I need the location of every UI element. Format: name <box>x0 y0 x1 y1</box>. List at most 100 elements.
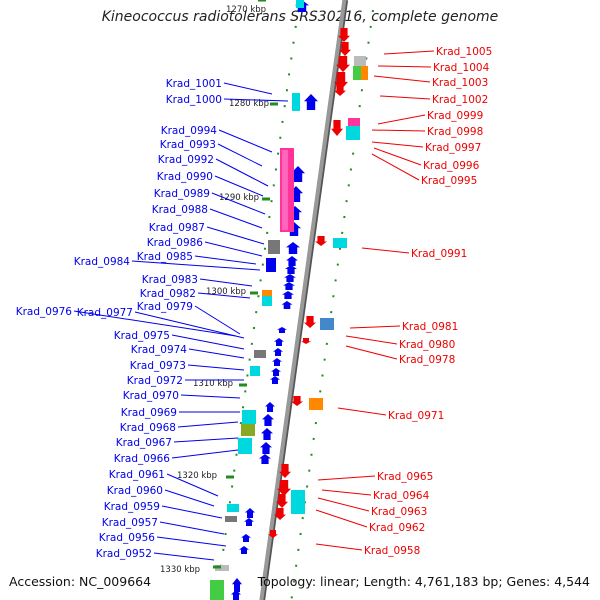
highlight-gene-box <box>227 504 239 512</box>
highlight-gene-box <box>291 490 305 514</box>
label-leader-line <box>161 505 223 519</box>
gene-label: Krad_0969 <box>121 407 177 419</box>
reverse-gene-arrow <box>276 494 288 508</box>
highlight-gene-box <box>225 516 237 522</box>
gene-label: Krad_0957 <box>102 517 158 529</box>
gene-label: Krad_0976 <box>16 306 73 318</box>
gene-label: Krad_0974 <box>131 344 188 356</box>
page-title: Kineococcus radiotolerans SRS30216, comp… <box>101 9 499 25</box>
kbp-tick-label: 1280 kbp <box>229 99 269 109</box>
gene-label: Krad_1002 <box>432 94 488 106</box>
kbp-tick-label: 1300 kbp <box>206 287 246 297</box>
label-leader-line <box>173 437 239 443</box>
forward-gene-arrow <box>262 414 274 426</box>
reverse-gene-arrow <box>336 56 350 72</box>
highlight-gene-box <box>250 366 260 376</box>
reverse-gene-arrow <box>279 464 291 478</box>
gene-label: Krad_0983 <box>142 274 198 286</box>
kbp-tick-label: 1290 kbp <box>219 193 259 203</box>
gene-label: Krad_0979 <box>137 301 193 313</box>
label-leader-line <box>371 153 420 181</box>
label-leader-line <box>215 158 269 187</box>
gene-label: Krad_0987 <box>149 222 205 234</box>
kbp-tick-label: 1270 kbp <box>226 5 266 15</box>
genome-summary: Topology: linear; Length: 4,761,183 bp; … <box>257 574 590 589</box>
label-leader-line <box>377 65 432 68</box>
forward-gene-arrow <box>283 282 295 290</box>
label-leader-line <box>180 394 241 399</box>
gene-label: Krad_0960 <box>107 485 163 497</box>
reverse-gene-arrow <box>315 236 327 246</box>
gene-label: Krad_0978 <box>399 354 455 366</box>
label-leader-line <box>373 147 422 166</box>
forward-gene-arrow <box>261 428 273 440</box>
kbp-ticks: 1270 kbp 1280 kbp 1290 kbp 1300 kbp 1310 kbp… <box>160 0 278 575</box>
kbp-tick-label: 1330 kbp <box>160 565 200 575</box>
gene-label: Krad_0975 <box>114 330 170 342</box>
label-leader-line <box>223 82 273 95</box>
gene-label: Krad_0970 <box>123 390 179 402</box>
forward-gene-arrow <box>304 94 318 110</box>
label-leader-line <box>315 509 368 528</box>
gene-label: Krad_0963 <box>371 506 427 518</box>
gene-label: Krad_0998 <box>427 126 483 138</box>
highlight-gene-box <box>353 66 361 80</box>
highlight-gene-box <box>320 318 334 330</box>
reverse-gene-arrow <box>339 42 351 56</box>
gene-labels: Krad_1001 Krad_1000 Krad_0994 Krad_0993 Krad… <box>16 46 493 560</box>
gene-label: Krad_0984 <box>74 256 131 268</box>
gene-label: Krad_1000 <box>166 94 222 106</box>
reverse-gene-arrow <box>338 28 350 42</box>
genome-axis <box>259 0 349 600</box>
reverse-gene-arrow <box>291 396 303 406</box>
forward-gene-arrow <box>259 454 271 464</box>
highlight-gene-box <box>238 438 252 454</box>
label-leader-line <box>317 497 370 512</box>
label-leader-line <box>194 255 257 265</box>
reverse-gene-arrow <box>304 316 316 328</box>
label-leader-line <box>187 364 245 371</box>
highlight-gene-box <box>266 258 276 272</box>
reverse-gene-arrow <box>301 338 311 344</box>
label-leader-line <box>361 247 410 254</box>
gene-label: Krad_1004 <box>433 62 490 74</box>
highlight-gene-box <box>292 93 300 111</box>
gene-label: Krad_1001 <box>166 78 222 90</box>
highlight-gene-box <box>354 56 366 66</box>
label-leader-line <box>171 334 245 350</box>
gene-label: Krad_0986 <box>147 237 204 249</box>
label-leader-line <box>131 260 261 271</box>
forward-gene-arrow <box>244 518 254 526</box>
label-leader-line <box>211 192 266 215</box>
label-leader-line <box>166 473 219 497</box>
label-leader-line <box>371 141 424 148</box>
highlight-gene-box <box>262 296 272 306</box>
gene-label: Krad_0992 <box>158 154 214 166</box>
forward-gene-arrow <box>271 368 281 376</box>
gene-label: Krad_0995 <box>421 175 477 187</box>
label-leader-line <box>379 95 431 100</box>
label-leader-line <box>383 50 435 55</box>
label-leader-line <box>315 543 363 551</box>
gene-label: Krad_0982 <box>140 288 196 300</box>
label-leader-line <box>317 475 376 481</box>
label-leader-line <box>345 345 398 360</box>
reverse-gene-arrow <box>268 530 278 538</box>
gene-label: Krad_0972 <box>127 375 183 387</box>
reverse-gene-arrow <box>334 84 346 96</box>
label-leader-line <box>134 311 245 339</box>
forward-gene-arrow <box>239 546 249 554</box>
label-leader-line <box>156 536 227 547</box>
gene-label: Krad_0961 <box>109 469 165 481</box>
highlight-gene-box <box>346 126 360 140</box>
label-leader-line <box>377 114 426 125</box>
label-leader-line <box>223 98 289 102</box>
gene-label: Krad_0990 <box>157 171 213 183</box>
label-leader-line <box>194 305 241 335</box>
highlight-gene-box <box>333 238 347 248</box>
label-leader-line <box>73 310 237 337</box>
label-leader-line <box>206 226 265 245</box>
reverse-gene-arrow <box>274 508 286 520</box>
forward-gene-arrow <box>274 338 284 346</box>
highlight-gene-box <box>268 240 280 254</box>
